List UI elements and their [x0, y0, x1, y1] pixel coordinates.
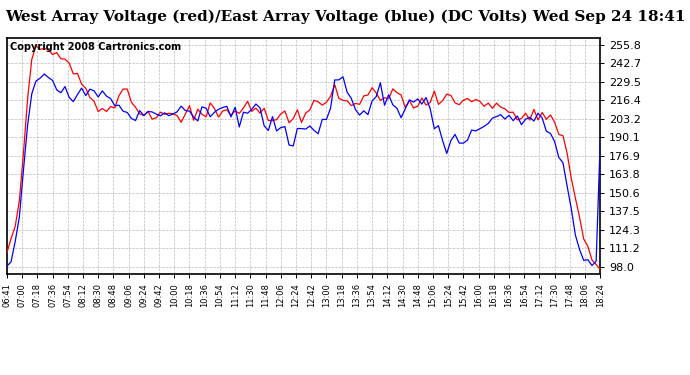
- Text: Copyright 2008 Cartronics.com: Copyright 2008 Cartronics.com: [10, 42, 181, 52]
- Text: West Array Voltage (red)/East Array Voltage (blue) (DC Volts) Wed Sep 24 18:41: West Array Voltage (red)/East Array Volt…: [5, 10, 685, 24]
